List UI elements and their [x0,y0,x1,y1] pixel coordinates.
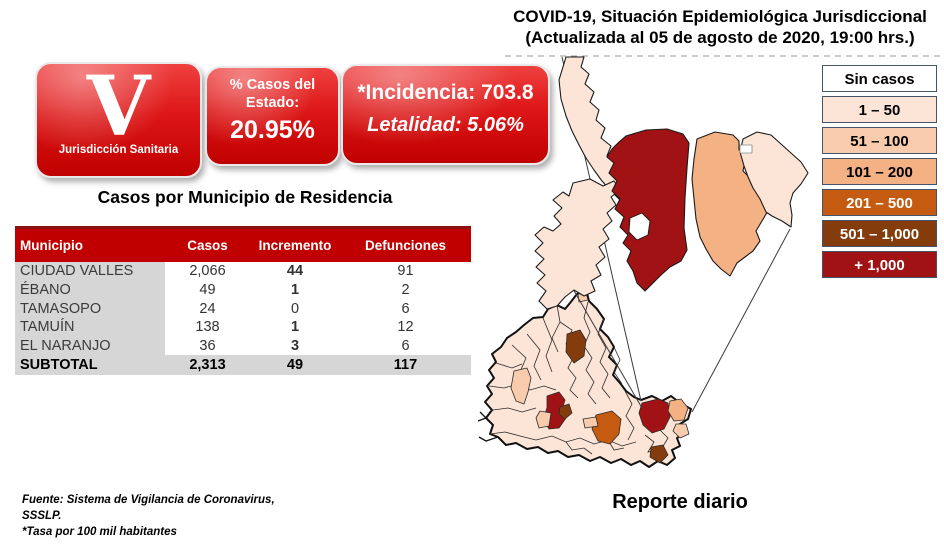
incidencia-value: *Incidencia: 703.8 [357,81,534,104]
cell-subtotal-label: SUBTOTAL [20,357,98,374]
cell-defunciones: 6 [401,338,410,355]
report-type-label: Reporte diario [612,491,748,513]
state-border-twigs [477,411,499,442]
state-muni-peach-tail [672,423,690,439]
state-muni-peach-near-cap [535,410,552,429]
cell-municipio: TAMASOPO [15,299,165,319]
page-title-line1: COVID-19, Situación Epidemiológica Juris… [513,7,927,26]
pct-casos-label-2: Estado: [245,95,300,111]
cell-casos: 49 [199,282,216,299]
col-header-defunciones: Defunciones [364,238,446,253]
table-title: Casos por Municipio de Residencia [97,187,393,207]
state-muni-orange-center [591,410,622,445]
letalidad-value: Letalidad: 5.06% [367,114,524,136]
cell-defunciones: 12 [397,319,414,336]
muni-ciudad-valles-enclave [628,212,651,241]
state-outline [484,292,692,468]
cell-casos: 36 [199,338,216,355]
cell-municipio: EL NARANJO [15,336,165,356]
jurisdiction-label: Jurisdicción Sanitaria [58,144,179,156]
muni-border-notch [739,144,753,154]
cell-incremento: 0 [290,300,300,317]
source-line3: *Tasa por 100 mil habitantes [22,526,177,538]
legend-item: 201 – 500 [822,189,937,216]
legend-item: 51 – 100 [822,127,937,154]
col-header-municipio: Municipio [20,238,83,253]
table-header-row: Municipio Casos Incremento Defunciones [15,226,471,262]
source-note: Fuente: Sistema de Vigilancia de Coronav… [22,492,275,540]
pct-casos-box: % Casos del Estado: 20.95% [205,66,340,166]
cell-defunciones: 2 [401,282,410,299]
legend-item: Sin casos [822,65,937,92]
legend-item: 1 – 50 [822,96,937,123]
cell-defunciones: 91 [397,263,414,280]
cell-incremento: 1 [290,319,300,336]
page-title-line2: (Actualizada al 05 de agosto de 2020, 19… [525,28,915,47]
pct-casos-label-1: % Casos del [229,77,316,93]
legend-item: 101 – 200 [822,158,937,185]
state-muni-peach-east [667,398,689,422]
source-line2: SSSLP. [22,510,62,522]
col-header-incremento: Incremento [258,238,332,253]
callout-line-left-lower [572,288,643,409]
callout-line-right [691,228,791,413]
state-muni-brown-north [565,329,587,364]
cell-incremento: 1 [290,282,300,299]
cell-subtotal-incremento: 49 [286,357,304,374]
table-row: EL NARANJO 36 3 6 [15,336,471,356]
cell-subtotal-defunciones: 117 [393,357,418,374]
state-muni-red-valles [638,398,671,434]
table-row: CIUDAD VALLES 2,066 44 91 [15,262,471,281]
map-legend: Sin casos 1 – 50 51 – 100 101 – 200 201 – 50… [822,65,937,282]
state-muni-peach-west [510,367,532,405]
municipality-table: Municipio Casos Incremento Defunciones CIUDA… [15,226,471,376]
source-line1: Fuente: Sistema de Vigilancia de Coronav… [22,494,275,506]
incidencia-box: *Incidencia: 703.8 Letalidad: 5.06% [341,64,550,165]
jurisdiction-letter: V [86,59,151,155]
cell-municipio: ÉBANO [15,280,165,300]
table-row: TAMASOPO 24 0 6 [15,299,471,319]
muni-ciudad-valles [606,128,690,292]
cell-municipio: TAMUÍN [15,318,165,337]
cell-incremento: 3 [290,338,300,355]
table-row: SUBTOTAL 2,313 49 117 [15,355,471,376]
jurisdiction-badge: V Jurisdicción Sanitaria [35,62,202,178]
cell-casos: 2,066 [189,263,226,280]
cell-municipio: CIUDAD VALLES [15,262,165,281]
jurisdiction-map [534,56,809,310]
muni-ebano [739,131,809,228]
cell-defunciones: 6 [401,300,410,317]
table-row: ÉBANO 49 1 2 [15,280,471,300]
state-muni-brown-southeast [649,444,669,464]
legend-item: + 1,000 [822,251,937,278]
state-muni-peach-sliver [582,416,599,429]
page-title: COVID-19, Situación Epidemiológica Juris… [500,6,940,48]
cell-casos: 138 [195,319,220,336]
cell-casos: 24 [199,300,216,317]
state-map [477,292,692,468]
state-muni-brown-small [558,403,573,420]
cell-incremento: 44 [286,263,304,280]
muni-tamasopo [534,178,621,310]
pct-casos-value: 20.95% [230,116,315,144]
cell-subtotal-casos: 2,313 [189,357,226,374]
col-header-casos: Casos [187,238,228,253]
legend-item: 501 – 1,000 [822,220,937,247]
table-row: TAMUÍN 138 1 12 [15,318,471,337]
